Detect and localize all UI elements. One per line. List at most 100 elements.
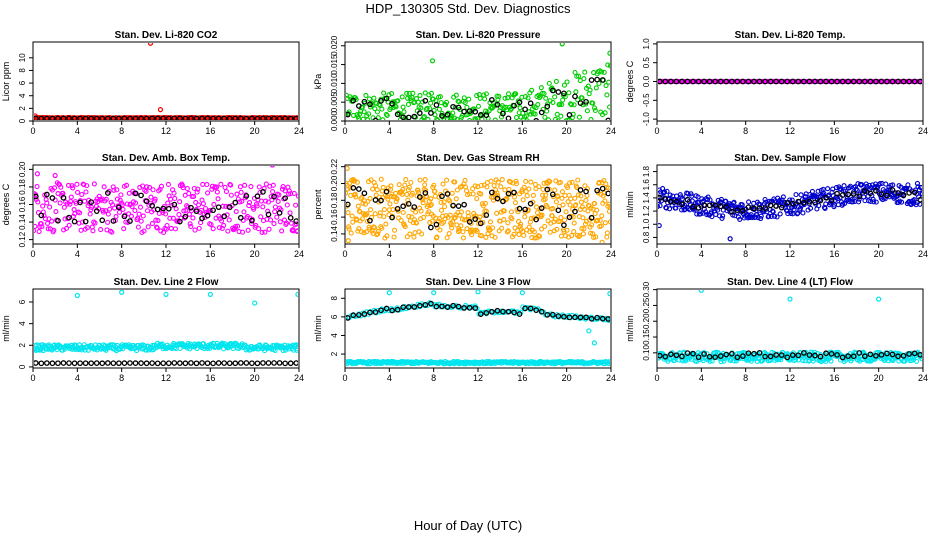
y-tick-label: 1.0	[642, 218, 651, 230]
hourly-point	[93, 360, 100, 366]
hourly-point	[533, 307, 540, 313]
hourly-point	[372, 197, 379, 203]
y-tick-label: 2	[18, 343, 27, 348]
hourly-point	[422, 302, 429, 308]
hourly-point	[544, 103, 551, 110]
data-point	[347, 94, 353, 100]
hourly-point	[477, 220, 484, 227]
data-point	[582, 69, 588, 75]
points-layer	[658, 180, 922, 242]
hourly-point	[549, 311, 556, 318]
data-point	[254, 203, 260, 209]
data-point	[215, 196, 221, 202]
data-point	[200, 181, 206, 187]
x-tick-label: 0	[654, 249, 659, 259]
y-tick-label: 0.20	[18, 161, 27, 177]
hourly-point	[149, 115, 155, 120]
data-point	[165, 200, 171, 206]
hourly-point	[817, 78, 824, 85]
data-point	[400, 187, 406, 193]
data-point	[40, 203, 46, 209]
data-point	[605, 185, 610, 191]
hourly-point	[154, 206, 161, 213]
data-point	[496, 93, 502, 99]
data-point	[186, 211, 192, 217]
hourly-point	[723, 351, 730, 358]
hourly-point	[165, 115, 172, 120]
hourly-point	[66, 360, 72, 366]
hourly-point	[165, 205, 172, 212]
hourly-point	[723, 78, 730, 85]
panel-box_temp: Stan. Dev. Amb. Box Temp. degrees C 0 4 8 12 1…	[1, 153, 304, 259]
data-point	[590, 100, 596, 106]
hourly-point	[416, 110, 423, 116]
hourly-point	[372, 309, 379, 315]
data-point	[791, 206, 797, 213]
hourly-point	[850, 353, 857, 360]
hourly-point	[856, 350, 863, 356]
hourly-point	[215, 204, 222, 211]
x-tick-label: 24	[606, 249, 616, 259]
hourly-point	[44, 115, 50, 120]
x-tick-label: 4	[387, 126, 392, 136]
data-point	[460, 229, 466, 235]
hourly-point	[411, 204, 418, 210]
hourly-point	[673, 198, 680, 205]
x-tick-label: 4	[387, 249, 392, 259]
data-point	[539, 212, 545, 218]
hourly-point	[461, 108, 467, 115]
hourly-point	[356, 312, 362, 318]
hourly-point	[127, 218, 133, 224]
data-point	[571, 229, 577, 235]
data-point	[458, 209, 464, 215]
x-tick-label: 16	[517, 373, 527, 383]
data-point	[432, 188, 438, 194]
data-point	[707, 197, 713, 203]
data-point	[256, 226, 262, 232]
data-point	[52, 172, 58, 179]
hourly-point	[367, 101, 373, 108]
hourly-point	[911, 78, 918, 85]
data-point	[248, 183, 254, 190]
data-point	[502, 95, 508, 101]
data-point	[228, 182, 234, 188]
y-axis-label: degrees C	[625, 60, 635, 102]
hourly-point	[177, 115, 183, 120]
y-tick-label: 0.000	[330, 110, 339, 131]
hourly-point	[594, 76, 600, 83]
data-point	[731, 199, 737, 205]
data-point	[513, 114, 520, 120]
data-point	[45, 226, 51, 232]
data-point	[270, 182, 276, 188]
data-point	[524, 118, 530, 120]
hourly-point	[82, 360, 89, 367]
x-tick-label: 8	[743, 249, 748, 259]
data-point	[477, 214, 483, 220]
hourly-point	[367, 217, 373, 224]
hourly-point	[728, 350, 735, 357]
hourly-point	[599, 185, 606, 192]
x-tick-label: 20	[874, 249, 884, 259]
data-point	[606, 201, 610, 207]
data-point	[192, 227, 198, 233]
hourly-point	[127, 115, 133, 120]
data-point	[277, 219, 283, 225]
data-point	[466, 96, 472, 102]
y-tick-label: 0.25	[642, 297, 651, 313]
data-point	[532, 111, 538, 117]
data-point	[380, 117, 386, 120]
data-point	[582, 221, 588, 227]
data-point	[444, 177, 450, 183]
data-point	[196, 225, 202, 231]
x-tick-label: 16	[517, 249, 527, 259]
hourly-point	[889, 187, 896, 193]
data-point	[446, 231, 452, 237]
hourly-point	[745, 204, 752, 211]
hourly-point	[193, 115, 200, 120]
data-point	[588, 116, 594, 120]
data-point	[436, 106, 443, 112]
hourly-point	[254, 360, 261, 367]
data-point	[758, 213, 764, 219]
data-point	[481, 212, 487, 218]
